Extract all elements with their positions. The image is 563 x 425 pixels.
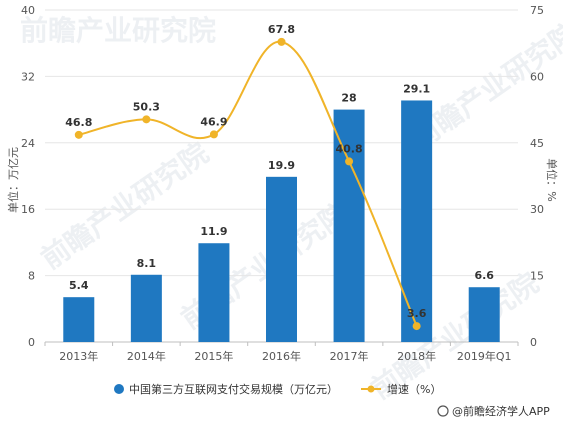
watermark: 前瞻产业研究院: [35, 136, 214, 275]
y-axis-left-title: 单位：万亿元: [6, 147, 20, 213]
y-tick-right: 0: [530, 336, 537, 349]
bar-value-label: 19.9: [268, 159, 295, 172]
legend-line-label: 增速（%）: [387, 382, 441, 396]
y-tick-left: 0: [28, 336, 35, 349]
bar-value-label: 28: [341, 92, 356, 105]
line-point: [209, 130, 218, 139]
line-point: [345, 157, 354, 166]
x-tick-label: 2013年: [59, 349, 98, 363]
y-tick-right: 30: [530, 203, 544, 216]
watermark: 前瞻产业研究院: [20, 14, 216, 47]
x-tick-label: 2017年: [330, 349, 369, 363]
legend-bar-label: 中国第三方互联网支付交易规模（万亿元）: [129, 382, 338, 396]
y-tick-right: 45: [530, 137, 544, 150]
x-tick-label: 2015年: [194, 349, 233, 363]
source-credit: @前瞻经济学人APP: [437, 404, 550, 418]
x-tick-label: 2014年: [127, 349, 166, 363]
y-tick-left: 8: [28, 270, 35, 283]
y-tick-left: 40: [21, 4, 35, 17]
y-tick-left: 24: [21, 137, 35, 150]
bar-value-label: 6.6: [474, 269, 494, 282]
axis-ticks: 0 8 16 24 32 40 0 15 30 45 60 75 2013年 2014年 2015年 2016…: [21, 4, 544, 363]
legend: 中国第三方互联网支付交易规模（万亿元） 增速（%）: [114, 382, 441, 396]
bar-value-label: 5.4: [69, 279, 89, 292]
x-tick-label: 2018年: [397, 349, 436, 363]
line-value-label: 40.8: [336, 142, 363, 155]
line-value-label: 46.8: [65, 116, 92, 129]
line-value-label: 3.6: [407, 307, 427, 320]
bar-value-label: 29.1: [403, 82, 430, 95]
legend-bar-marker: [114, 384, 124, 394]
y-tick-left: 16: [21, 203, 35, 216]
bar: [198, 243, 230, 342]
bar: [130, 274, 162, 342]
line-point: [74, 130, 83, 139]
x-tick-label: 2019年Q1: [457, 349, 512, 363]
line-point: [142, 115, 151, 124]
source-text: @前瞻经济学人APP: [452, 404, 550, 418]
bar-value-label: 11.9: [200, 225, 227, 238]
y-axis-right-title: 单位：%: [545, 158, 559, 201]
bar: [333, 109, 365, 342]
line-value-label: 46.9: [200, 115, 227, 128]
line-value-label: 50.3: [133, 100, 160, 113]
logo-icon: [437, 405, 449, 417]
bar: [63, 297, 95, 342]
legend-line-dot: [367, 385, 375, 393]
line-point: [412, 322, 421, 331]
bar: [468, 287, 500, 342]
y-tick-right: 15: [530, 270, 544, 283]
x-tick-label: 2016年: [262, 349, 301, 363]
y-tick-right: 60: [530, 70, 544, 83]
bar: [401, 100, 433, 342]
bar: [266, 176, 297, 342]
data-labels: 5.4 8.1 11.9 19.9 28 29.1 6.6 46.8 50.3 46.9 67.8 4…: [65, 23, 494, 320]
y-tick-left: 32: [21, 70, 35, 83]
line-series: [74, 37, 421, 331]
bar-value-label: 8.1: [137, 257, 157, 270]
line-value-label: 67.8: [268, 23, 295, 36]
line-point: [277, 37, 286, 46]
y-tick-right: 75: [530, 4, 544, 17]
